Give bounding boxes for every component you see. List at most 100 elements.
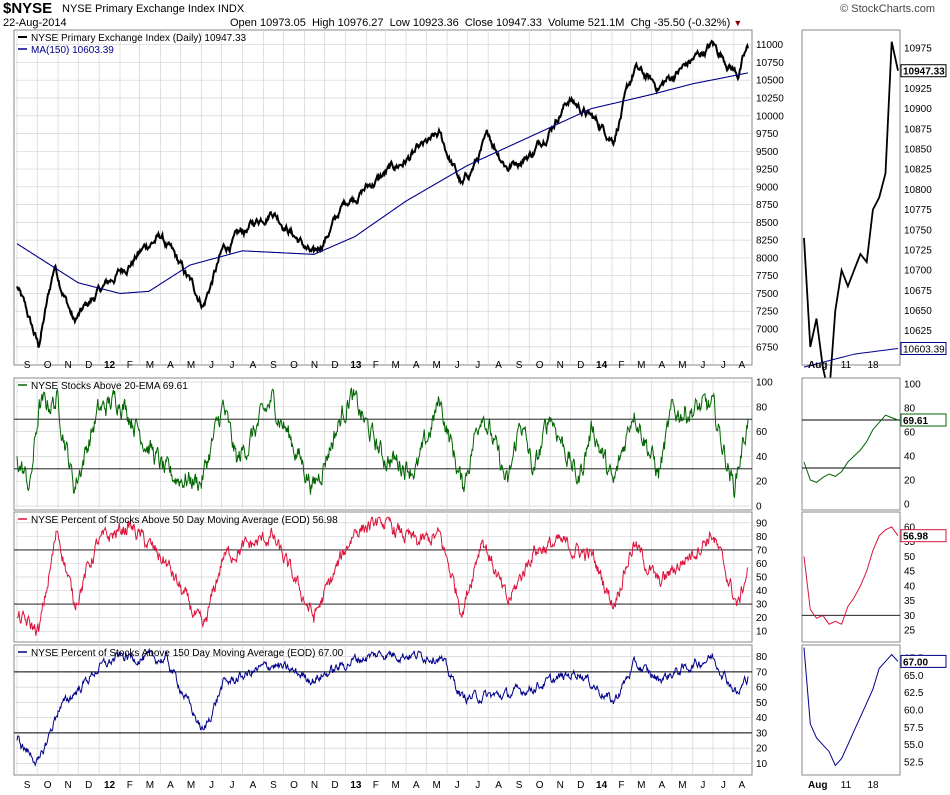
zoom-x-tick-label: 18 [867, 780, 879, 791]
y-tick-label: 30 [756, 600, 768, 611]
x-tick-label: J [721, 360, 726, 371]
zoom-y-tick-label: 40 [904, 452, 916, 463]
x-tick-label: M [187, 360, 195, 371]
y-tick-label: 50 [756, 573, 768, 584]
x-tick-label: M [391, 360, 399, 371]
x-tick-label: J [455, 780, 460, 791]
x-tick-label: 13 [350, 780, 362, 791]
x-tick-label: N [65, 360, 72, 371]
x-tick-label: A [739, 780, 746, 791]
zoom-x-tick-label: 18 [867, 360, 879, 371]
x-tick-label: D [331, 780, 338, 791]
x-tick-label: A [413, 780, 420, 791]
x-tick-label: 13 [350, 360, 362, 371]
x-tick-label: J [475, 780, 480, 791]
x-tick-label: A [659, 780, 666, 791]
x-tick-label: N [311, 360, 318, 371]
last-value-tag [900, 654, 947, 668]
zoom-y-tick-label: 45 [904, 567, 916, 578]
zoom-x-tick-label: 11 [841, 780, 852, 791]
zoom-y-tick-label: 52.5 [904, 758, 924, 769]
y-tick-label: 10250 [756, 93, 784, 104]
ma-line [16, 72, 749, 295]
x-tick-label: M [146, 780, 154, 791]
zoom-series-line [803, 647, 899, 767]
zoom-y-tick-label: 10625 [904, 326, 932, 337]
x-tick-label: S [270, 360, 277, 371]
y-tick-label: 30 [756, 728, 768, 739]
last-value-label: 10947.33 [903, 67, 945, 78]
x-tick-label: J [475, 360, 480, 371]
zoom-x-tick-label: Aug [808, 360, 827, 371]
x-tick-label: A [739, 360, 746, 371]
zoom-frame [801, 644, 901, 776]
zoom-y-tick-label: 35 [904, 596, 916, 607]
zoom-y-tick-label: 30 [904, 611, 916, 622]
x-tick-label: F [127, 780, 133, 791]
last-value-label: 69.61 [903, 416, 928, 427]
y-tick-label: 50 [756, 698, 768, 709]
y-tick-label: 10 [756, 627, 768, 638]
y-tick-label: 80 [756, 402, 768, 413]
x-tick-label: M [391, 780, 399, 791]
y-tick-label: 6750 [756, 342, 779, 353]
series-line [16, 516, 749, 636]
zoom-x-tick-label: 11 [841, 360, 852, 371]
x-tick-label: N [557, 780, 564, 791]
y-tick-label: 7000 [756, 325, 779, 336]
y-tick-label: 60 [756, 427, 768, 438]
x-tick-label: N [557, 360, 564, 371]
zoom-frame [801, 29, 901, 366]
x-tick-label: F [373, 780, 379, 791]
ma-value-label: 10603.39 [903, 345, 945, 356]
legend-label: MA(150) 10603.39 [31, 45, 114, 56]
x-tick-label: M [433, 360, 441, 371]
zoom-series-line [803, 526, 899, 625]
pane-frame [13, 377, 753, 511]
y-tick-label: 100 [756, 378, 773, 389]
x-tick-label: J [230, 780, 235, 791]
zoom-y-tick-label: 25 [904, 626, 916, 637]
zoom-y-tick-label: 60 [904, 428, 916, 439]
y-tick-label: 40 [756, 713, 768, 724]
last-value-tag [900, 529, 947, 543]
x-tick-label: D [85, 360, 92, 371]
ma-value-tag [900, 342, 947, 356]
last-value-label: 56.98 [903, 532, 928, 543]
ohlc-summary: Open 10973.05 High 10976.27 Low 10923.36… [230, 17, 742, 29]
x-tick-label: 14 [596, 780, 608, 791]
x-tick-label: N [65, 780, 72, 791]
y-tick-label: 90 [756, 518, 768, 529]
y-tick-label: 10500 [756, 76, 784, 87]
y-tick-label: 60 [756, 683, 768, 694]
y-tick-label: 9250 [756, 165, 779, 176]
brand-watermark: © StockCharts.com [840, 3, 935, 15]
zoom-y-tick-label: 10850 [904, 145, 932, 156]
x-tick-label: F [127, 360, 133, 371]
pane-3: 10 20 30 40 50 60 70 80 NYSE Percent of Stocks A… [13, 644, 947, 776]
y-tick-label: 7750 [756, 271, 779, 282]
zoom-x-tick-label: Aug [808, 780, 827, 791]
x-tick-label: S [516, 780, 523, 791]
y-tick-label: 8500 [756, 218, 779, 229]
zoom-y-tick-label: 62.5 [904, 688, 924, 699]
y-tick-label: 7250 [756, 307, 779, 318]
x-tick-label: D [577, 780, 584, 791]
zoom-y-tick-label: 50 [904, 552, 916, 563]
x-tick-label: J [700, 780, 705, 791]
y-tick-label: 10750 [756, 58, 784, 69]
y-tick-label: 11000 [756, 40, 784, 51]
ohlc-values: Open 10973.05 High 10976.27 Low 10923.36… [230, 17, 731, 29]
zoom-y-tick-label: 80 [904, 404, 916, 415]
zoom-y-tick-label: 10925 [904, 84, 932, 95]
y-tick-label: 7500 [756, 289, 779, 300]
x-tick-label: 12 [104, 360, 116, 371]
y-tick-label: 0 [756, 502, 762, 513]
x-tick-label: O [44, 360, 52, 371]
zoom-y-tick-label: 55.0 [904, 740, 924, 751]
y-tick-label: 80 [756, 532, 768, 543]
x-tick-label: A [495, 360, 502, 371]
x-tick-label: O [290, 780, 298, 791]
x-tick-label: A [495, 780, 502, 791]
